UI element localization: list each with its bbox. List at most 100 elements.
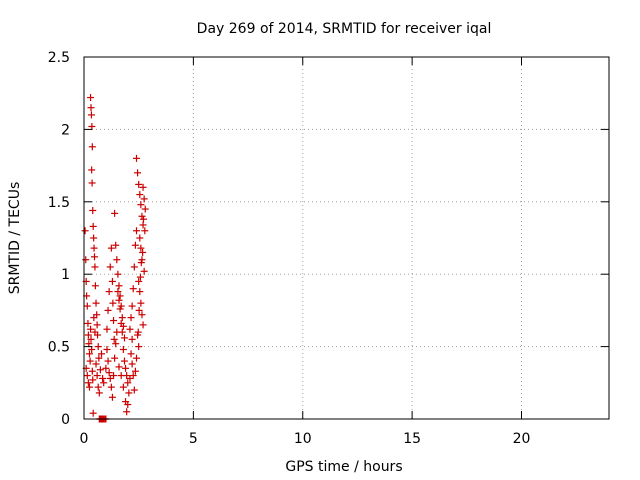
data-point: [127, 350, 135, 358]
x-tick-label: 10: [294, 431, 312, 447]
data-point: [111, 209, 119, 217]
data-point: [111, 354, 119, 362]
data-point: [131, 241, 139, 249]
data-point: [85, 340, 93, 348]
data-point: [140, 267, 148, 275]
data-point: [87, 104, 95, 112]
data-point: [98, 350, 105, 358]
x-tick-label: 20: [513, 431, 531, 447]
grid-lines: [84, 57, 609, 419]
data-point: [140, 195, 148, 203]
data-point: [136, 288, 144, 296]
data-point: [103, 345, 111, 353]
data-point: [136, 191, 144, 199]
data-point: [110, 372, 118, 380]
data-point: [119, 345, 127, 353]
data-point: [131, 367, 139, 375]
data-point: [133, 354, 140, 362]
data-point: [89, 222, 97, 230]
data-point: [110, 335, 118, 343]
data-point: [135, 306, 143, 314]
y-tick-label: 2: [61, 122, 70, 138]
data-point: [89, 409, 97, 417]
data-point: [87, 111, 95, 119]
data-point: [126, 325, 134, 333]
data-point: [90, 234, 98, 242]
data-point: [87, 94, 95, 102]
data-point: [84, 331, 92, 339]
data-point: [125, 389, 133, 397]
data-point: [128, 335, 136, 343]
data-point: [92, 299, 100, 307]
data-point: [84, 319, 92, 327]
data-point: [133, 227, 140, 235]
data-point: [114, 288, 122, 296]
data-point: [84, 379, 92, 387]
data-point: [88, 179, 96, 187]
data-point: [129, 285, 137, 293]
data-point: [109, 299, 117, 307]
data-point: [133, 154, 140, 162]
data-point: [115, 282, 123, 290]
data-point: [104, 357, 112, 365]
data-point: [91, 328, 99, 336]
data-point: [85, 383, 93, 391]
axis-ticks: 0 0.5 1 1.5 2 2.5 0 5 10 15 20: [48, 50, 609, 447]
y-tick-label: 0.5: [48, 340, 70, 356]
data-point: [83, 302, 91, 310]
data-point: [108, 277, 116, 285]
plot-area-border: [83, 56, 610, 420]
data-point: [122, 364, 130, 372]
x-tick-label: 5: [189, 431, 198, 447]
data-point: [103, 325, 111, 333]
data-point: [128, 360, 136, 368]
data-point: [116, 305, 124, 313]
data-point: [128, 302, 136, 310]
data-point: [129, 372, 137, 380]
data-point: [87, 325, 95, 333]
x-tick-label: 0: [80, 431, 89, 447]
data-point: [107, 383, 115, 391]
data-point: [100, 379, 108, 387]
data-point: [81, 227, 89, 235]
data-point: [116, 292, 124, 300]
data-point: [95, 354, 103, 362]
data-point: [137, 259, 145, 267]
data-point: [120, 334, 128, 342]
data-point: [106, 263, 114, 271]
data-point: [88, 166, 96, 174]
data-point: [136, 234, 144, 242]
data-point: [115, 296, 123, 304]
data-point: [115, 363, 123, 371]
data-point: [94, 383, 102, 391]
data-point: [86, 357, 94, 365]
data-point: [137, 201, 145, 209]
data-point: [124, 379, 132, 387]
data-point: [104, 306, 112, 314]
data-point: [127, 314, 135, 322]
data-point: [108, 393, 116, 401]
data-point: [102, 364, 110, 372]
data-point: [90, 244, 98, 252]
data-point: [141, 205, 149, 213]
data-point: [82, 256, 90, 264]
data-point: [138, 311, 146, 319]
data-point: [117, 372, 125, 380]
data-point: [137, 244, 145, 252]
data-point: [91, 253, 98, 261]
data-point: [94, 343, 102, 351]
data-point: [117, 319, 125, 327]
y-tick-label: 1.5: [48, 195, 70, 211]
data-point: [93, 372, 101, 380]
data-point: [140, 215, 147, 223]
data-point: [113, 256, 121, 264]
data-point: [130, 263, 138, 271]
data-point: [85, 350, 93, 358]
data-point: [99, 374, 107, 382]
data-point: [110, 317, 118, 325]
data-point: [88, 123, 96, 131]
data-point: [137, 299, 145, 307]
data-point: [96, 366, 104, 374]
